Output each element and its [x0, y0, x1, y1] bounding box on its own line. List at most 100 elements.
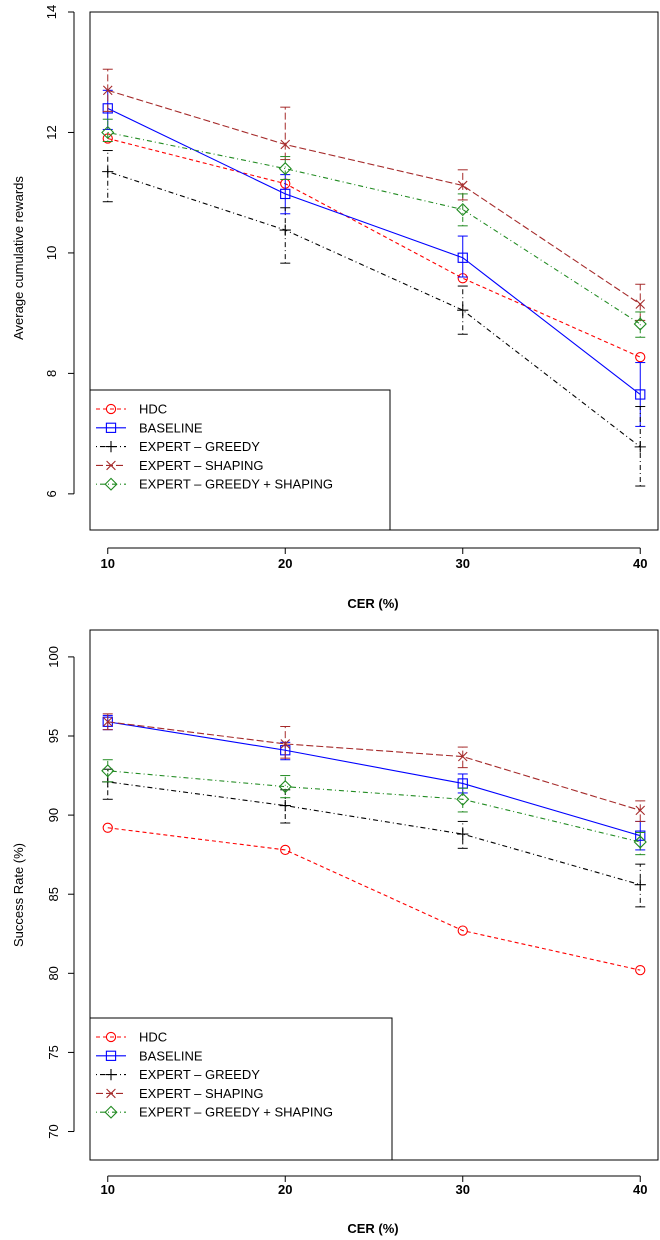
series-line — [107, 131, 641, 325]
legend-marker — [106, 460, 116, 471]
series-line — [107, 89, 641, 305]
data-point — [635, 964, 646, 976]
data-point — [279, 224, 291, 236]
legend-label: BASELINE — [139, 420, 203, 435]
data-point — [634, 441, 646, 453]
legend-marker — [105, 403, 117, 415]
data-point — [102, 822, 113, 833]
series-expert-greedy-shaping — [101, 759, 647, 856]
legend-label: EXPERT – GREEDY + SHAPING — [139, 1105, 333, 1120]
y-tick-label: 12 — [44, 125, 59, 139]
rewards-chart: 10 20 30 40 6 8 10 12 14 CER (%) Average cumulativ… — [11, 5, 659, 611]
series-expert-greedy — [102, 768, 646, 908]
y-axis-title: Average cumulative rewards — [11, 176, 26, 340]
legend-marker — [105, 422, 117, 433]
data-point — [102, 103, 113, 114]
legend-label: EXPERT – SHAPING — [139, 458, 264, 473]
legend-label: HDC — [139, 1030, 167, 1045]
x-tick-label: 30 — [456, 1182, 470, 1197]
y-tick-label: 85 — [46, 887, 61, 901]
legend-marker — [105, 1069, 117, 1081]
series-expert-greedy-shaping — [101, 118, 647, 338]
x-tick-label: 40 — [633, 556, 647, 571]
x-tick-label: 10 — [101, 556, 115, 571]
y-tick-label: 90 — [46, 808, 61, 822]
data-point — [457, 925, 468, 936]
data-point — [102, 85, 113, 96]
y-tick-label: 8 — [44, 370, 59, 377]
data-point — [101, 125, 115, 140]
legend-box — [89, 389, 391, 531]
series-line — [107, 107, 641, 395]
series-line — [107, 171, 641, 448]
y-tick-label: 6 — [44, 490, 59, 497]
series-line — [107, 781, 641, 886]
legend-label: HDC — [139, 402, 167, 417]
legend-label: EXPERT – SHAPING — [139, 1086, 264, 1101]
series-hdc — [102, 822, 646, 976]
data-point — [102, 716, 113, 727]
legend-marker — [105, 1050, 117, 1061]
data-point — [457, 304, 469, 316]
legend-label: EXPERT – GREEDY — [139, 439, 260, 454]
series-baseline — [102, 89, 646, 427]
data-point — [457, 180, 468, 191]
success-rate-chart: 10 20 30 40 70 75 80 85 90 95 100 CER (%) Success Ra… — [11, 629, 659, 1236]
legend-label: BASELINE — [139, 1048, 203, 1063]
legend-marker — [105, 1031, 117, 1043]
series-line — [107, 137, 641, 358]
x-tick-label: 30 — [456, 556, 470, 571]
data-point — [635, 830, 646, 841]
data-point — [457, 252, 468, 263]
data-point — [102, 166, 114, 178]
y-tick-label: 80 — [46, 966, 61, 980]
x-tick-label: 10 — [101, 1182, 115, 1197]
data-point — [635, 299, 646, 309]
x-axis-title: CER (%) — [347, 596, 398, 611]
y-tick-label: 95 — [46, 729, 61, 743]
y-tick-label: 70 — [46, 1124, 61, 1138]
x-tick-label: 20 — [278, 1182, 292, 1197]
legend: HDC BASELINE EXPERT – GREEDY EXPERT – SHAPI… — [89, 1017, 393, 1161]
series-hdc — [102, 133, 646, 363]
legend-box — [89, 1017, 393, 1161]
legend-label: EXPERT – GREEDY — [139, 1067, 260, 1082]
data-point — [634, 879, 646, 891]
legend-marker — [105, 441, 117, 453]
data-point — [633, 835, 647, 849]
legend-marker — [106, 1088, 116, 1099]
legend: HDC BASELINE EXPERT – GREEDY EXPERT – SHAPI… — [89, 389, 391, 531]
data-point — [456, 792, 470, 806]
data-point — [280, 844, 291, 856]
data-point — [278, 162, 292, 176]
series-line — [107, 827, 641, 971]
x-tick-label: 40 — [633, 1182, 647, 1197]
data-point — [635, 389, 646, 400]
series-expert-shaping — [102, 713, 646, 822]
y-tick-label: 75 — [46, 1045, 61, 1059]
legend-marker — [104, 477, 118, 491]
legend-label: EXPERT – GREEDY + SHAPING — [139, 477, 333, 492]
y-tick-label: 10 — [44, 246, 59, 260]
data-point — [635, 351, 646, 363]
y-axis-title: Success Rate (%) — [11, 843, 26, 947]
data-point — [278, 780, 292, 794]
series-expert-greedy — [102, 150, 646, 487]
series-baseline — [102, 714, 646, 851]
x-tick-label: 20 — [278, 556, 292, 571]
series-expert-shaping — [102, 68, 646, 321]
series-line — [107, 770, 641, 843]
legend-marker — [104, 1105, 118, 1119]
data-point — [280, 188, 291, 200]
data-point — [280, 739, 291, 749]
data-point — [456, 202, 470, 217]
x-axis-title: CER (%) — [347, 1221, 398, 1236]
data-point — [101, 764, 115, 778]
y-tick-label: 14 — [44, 5, 59, 19]
data-point — [279, 800, 291, 812]
y-tick-label: 100 — [46, 646, 61, 668]
data-point — [457, 751, 468, 762]
data-point — [633, 317, 647, 331]
series-line — [107, 721, 641, 837]
